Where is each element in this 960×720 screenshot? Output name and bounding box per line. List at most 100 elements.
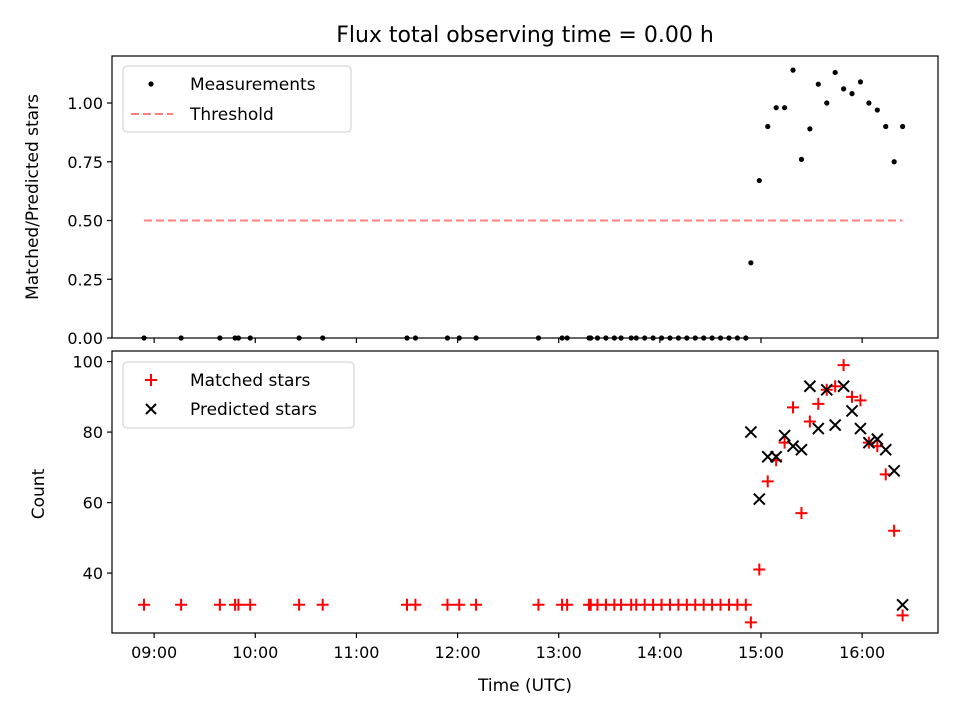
top-panel: Flux total observing time = 0.00 h Match… [23,23,939,348]
bottom-legend-box [122,361,355,429]
matched-stars-point [837,359,850,372]
measurements-point [841,86,847,92]
chart-title: Flux total observing time = 0.00 h [336,23,714,48]
bottom-y-tick-label: 80 [83,423,103,442]
measurements-point [798,156,805,162]
predicted-stars-point [871,432,884,446]
measurements-point [748,260,754,266]
matched-stars-point [532,598,545,611]
measurements-point [900,123,906,130]
measurements-point [815,81,821,87]
top-y-axis-label: Matched/Predicted stars [23,94,43,300]
top-plot-area [141,67,906,341]
predicted-stars-point [845,404,859,418]
top-y-tick-label: 0.50 [67,212,103,231]
predicted-stars-point [828,418,842,432]
matched-stars-point [739,598,752,611]
measurements-point [824,100,830,106]
matched-stars-point [854,394,867,407]
measurements-point [874,107,880,113]
matched-stars-point [888,524,901,537]
top-y-tick-label: 0.00 [67,329,103,348]
bottom-plot-area [138,359,909,629]
top-y-tick-label: 0.25 [67,270,103,289]
predicted-stars-point [786,439,800,453]
bottom-y-axis-label: Count [29,468,49,519]
measurements-point [790,67,796,73]
bottom-axes-frame [111,350,939,634]
measurements-point [857,79,864,85]
matched-stars-point [803,415,816,428]
matched-stars-point [175,598,188,611]
matched-stars-point [744,616,757,629]
matched-stars-point [232,598,245,611]
bottom-x-tick-label: 11:00 [333,643,379,662]
matched-stars-point [470,598,483,611]
bottom-legend: Matched stars Predicted stars [122,361,355,429]
matched-stars-point [761,475,774,488]
matched-stars-point [244,598,257,611]
predicted-stars-point [820,383,833,396]
top-axes-frame [111,55,939,339]
matched-stars-point [213,598,226,611]
bottom-x-tick-label: 13:00 [536,643,582,662]
bottom-panel: Count Time (UTC) 40 60 80 100 09:00 10:00 11:0… [29,350,939,696]
legend-marker-measurements [148,81,154,87]
measurements-point [866,100,872,106]
matched-stars-point [138,598,151,611]
legend-label-measurements: Measurements [190,75,316,95]
measurements-point [773,105,779,111]
matched-stars-point [753,563,766,576]
matched-stars-point [795,507,808,520]
predicted-stars-point [803,380,817,393]
bottom-x-tick-label: 09:00 [131,643,177,662]
matched-stars-point [409,598,422,611]
top-axis-ticks: 0.00 0.25 0.50 0.75 1.00 [67,94,863,348]
predicted-stars-point [778,429,791,442]
bottom-axis-ticks: 40 60 80 100 09:00 10:00 11:00 12:00 13:00 14:00 1… [72,353,885,662]
predicted-stars-point [769,450,783,463]
bottom-x-tick-label: 15:00 [738,643,784,662]
legend-label-threshold: Threshold [189,105,274,125]
predicted-stars-point [879,443,892,456]
measurements-point [832,69,838,76]
matched-stars-point [293,598,306,611]
predicted-stars-point [812,422,825,435]
measurements-point [883,123,889,130]
bottom-y-tick-label: 40 [83,564,103,583]
measurements-point [765,123,771,130]
measurements-point [849,91,855,97]
predicted-stars-point [744,425,758,439]
top-y-tick-label: 1.00 [67,94,103,113]
top-legend-box [122,65,352,133]
predicted-stars-point [753,492,766,506]
bottom-y-tick-label: 60 [83,494,103,513]
predicted-stars-point [837,380,850,393]
matched-stars-point [453,598,466,611]
matched-stars-point [846,390,859,403]
legend-marker-matched-stars [145,374,157,386]
predicted-stars-point [887,464,901,478]
predicted-stars-point [862,436,876,449]
top-y-tick-label: 0.75 [67,153,103,172]
matched-stars-point [896,609,909,622]
bottom-x-tick-label: 12:00 [435,643,481,662]
predicted-stars-point [854,422,867,435]
measurements-point [807,126,813,132]
legend-label-predicted-stars: Predicted stars [190,400,317,420]
matched-stars-point [316,598,329,611]
predicted-stars-point [896,598,909,612]
matched-stars-point [812,397,825,410]
bottom-x-tick-label: 10:00 [232,643,278,662]
legend-label-matched-stars: Matched stars [190,371,310,391]
measurements-point [891,159,897,165]
measurements-point [756,177,762,184]
bottom-x-tick-label: 14:00 [637,643,683,662]
matched-stars-point [615,598,628,611]
bottom-x-tick-label: 16:00 [839,643,885,662]
top-legend: Measurements Threshold [122,65,352,133]
legend-marker-predicted-stars [145,403,157,415]
bottom-y-tick-label: 100 [72,353,103,372]
measurements-point [782,105,788,111]
